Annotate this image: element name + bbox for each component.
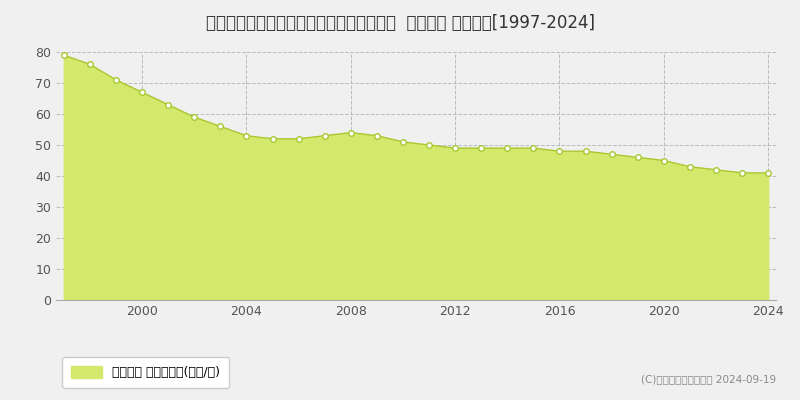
Text: (C)土地価格ドットコム 2024-09-19: (C)土地価格ドットコム 2024-09-19 [641,374,776,384]
Legend: 基準地価 平均坪単価(万円/坪): 基準地価 平均坪単価(万円/坪) [62,357,229,388]
Text: 神奈川県横須賀市桜が丘１丁目８６番３６  基準地価 地価推移[1997-2024]: 神奈川県横須賀市桜が丘１丁目８６番３６ 基準地価 地価推移[1997-2024] [206,14,594,32]
